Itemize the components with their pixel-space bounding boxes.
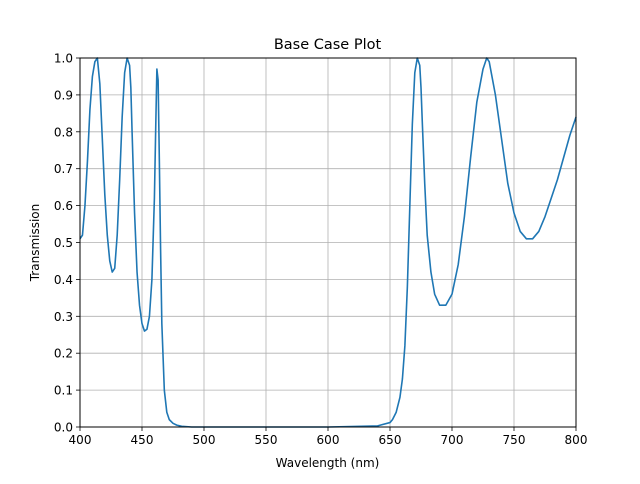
y-tick-label: 0.2 [54, 347, 73, 361]
y-tick-label: 0.5 [54, 236, 73, 250]
y-tick-label: 0.1 [54, 384, 73, 398]
x-tick-label: 700 [441, 433, 464, 447]
chart-title: Base Case Plot [274, 37, 382, 53]
x-tick-label: 550 [255, 433, 278, 447]
y-axis-label: Transmission [28, 204, 42, 283]
y-tick-label: 1.0 [54, 52, 73, 66]
axis-ticks: 400 450 500 550 600 650 700 750 800 0.0 0.1 0.2 0.3 0… [54, 52, 588, 448]
x-tick-label: 500 [193, 433, 216, 447]
x-tick-label: 400 [69, 433, 92, 447]
y-tick-label: 0.4 [54, 273, 73, 287]
x-tick-label: 450 [131, 433, 154, 447]
y-tick-label: 0.9 [54, 88, 73, 102]
y-tick-label: 0.7 [54, 162, 73, 176]
y-tick-label: 0.6 [54, 199, 73, 213]
y-tick-label: 0.0 [54, 421, 73, 435]
x-tick-label: 600 [317, 433, 340, 447]
y-tick-label: 0.3 [54, 310, 73, 324]
x-tick-label: 650 [379, 433, 402, 447]
x-axis-label: Wavelength (nm) [276, 456, 380, 470]
x-tick-label: 750 [503, 433, 526, 447]
x-tick-label: 800 [565, 433, 588, 447]
y-tick-label: 0.8 [54, 125, 73, 139]
